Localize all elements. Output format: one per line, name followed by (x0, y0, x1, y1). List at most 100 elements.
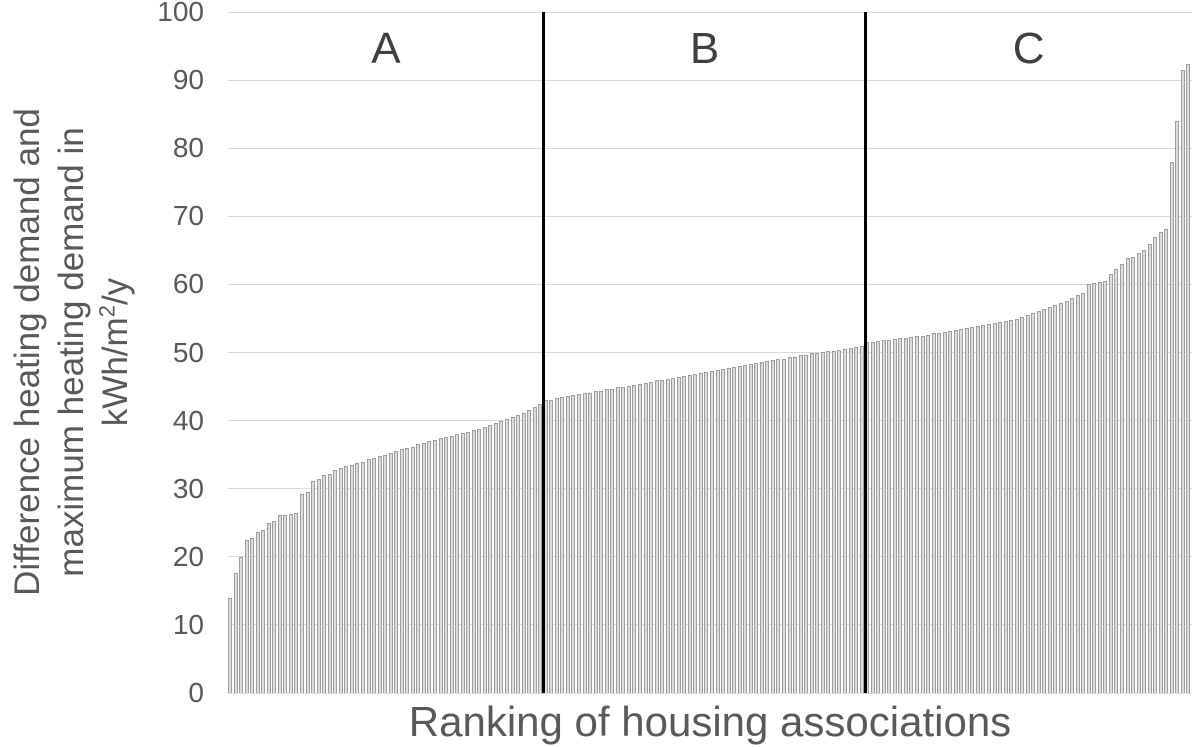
bar (349, 464, 354, 693)
bar (926, 334, 931, 693)
bar (1114, 269, 1119, 693)
bar (1036, 311, 1041, 693)
bar (776, 359, 781, 693)
bar (815, 352, 820, 693)
bar (992, 322, 997, 693)
bar (637, 383, 642, 693)
bar (521, 413, 526, 693)
bar (1131, 257, 1136, 693)
bar (914, 336, 919, 693)
bar (344, 466, 349, 693)
y-axis-tick-labels: 0 10 20 30 40 50 60 70 80 90 100 (0, 0, 204, 747)
bar (953, 330, 958, 693)
bar (1186, 64, 1191, 693)
bar (698, 372, 703, 693)
bar (892, 338, 897, 693)
bar (831, 350, 836, 693)
bar (410, 446, 415, 693)
bar (1175, 121, 1180, 693)
bar (804, 354, 809, 693)
gridline-y-80 (228, 147, 1192, 149)
bar (527, 410, 532, 693)
bar (654, 380, 659, 693)
bar (549, 399, 554, 693)
bar (793, 356, 798, 693)
bar (903, 337, 908, 693)
gridline-y-0 (228, 692, 1192, 694)
bar (228, 597, 232, 693)
bar (1103, 281, 1108, 693)
bar (649, 381, 654, 693)
bar (466, 431, 471, 693)
bar (1042, 308, 1047, 693)
bar (737, 366, 742, 693)
bar (1064, 300, 1069, 693)
bar (338, 468, 343, 693)
y-tick-label-100: 100 (157, 0, 204, 27)
bar (1153, 236, 1158, 693)
bar (660, 379, 665, 693)
y-tick-label-90: 90 (172, 64, 204, 96)
y-tick-label-0: 0 (188, 677, 204, 708)
bar (1158, 232, 1163, 693)
gridline-y-50 (228, 352, 1192, 353)
bar (920, 335, 925, 693)
bar (854, 347, 859, 693)
bar (277, 515, 282, 693)
y-tick-label-10: 10 (172, 608, 204, 640)
bar (726, 368, 731, 693)
bar (942, 332, 947, 693)
bar (377, 456, 382, 693)
bar (593, 391, 598, 693)
bar (283, 514, 288, 693)
bar (975, 325, 980, 693)
bar (787, 357, 792, 693)
gridline-y-70 (228, 215, 1192, 217)
bar (626, 385, 631, 693)
bar (327, 473, 332, 693)
bar (449, 435, 454, 693)
bar (870, 341, 875, 693)
bar (820, 351, 825, 693)
bar (909, 336, 914, 693)
bar (710, 370, 714, 693)
bar (643, 382, 648, 693)
bar (998, 321, 1003, 693)
bar (887, 339, 892, 693)
bar (665, 379, 670, 693)
bar (444, 436, 449, 693)
bar (798, 355, 803, 693)
bar (1125, 257, 1130, 693)
y-tick-label-50: 50 (172, 336, 204, 368)
x-axis-title: Ranking of housing associations (408, 698, 1012, 745)
bar (842, 349, 847, 693)
bar (532, 407, 537, 693)
section-label-c: C (1012, 24, 1045, 73)
bar (970, 326, 975, 693)
bar (1014, 318, 1019, 693)
bar (604, 389, 609, 693)
plot-area: A B C (228, 11, 1192, 694)
bar (261, 530, 266, 693)
bar (488, 425, 493, 693)
bar (693, 373, 698, 693)
gridline-y-100 (228, 11, 1192, 13)
bar (1031, 313, 1036, 693)
bar (560, 397, 565, 693)
bar (621, 386, 626, 693)
bar (881, 340, 886, 693)
bar (471, 430, 476, 693)
bar (311, 480, 316, 693)
bar (460, 432, 465, 693)
bar (538, 403, 543, 693)
bar (1003, 320, 1008, 693)
bar (1136, 253, 1141, 693)
bar (610, 388, 615, 693)
bar (372, 458, 377, 693)
y-tick-label-80: 80 (172, 132, 204, 164)
bar (1180, 69, 1185, 693)
bar (704, 372, 709, 693)
bar (1108, 274, 1113, 693)
bar (1020, 317, 1025, 693)
